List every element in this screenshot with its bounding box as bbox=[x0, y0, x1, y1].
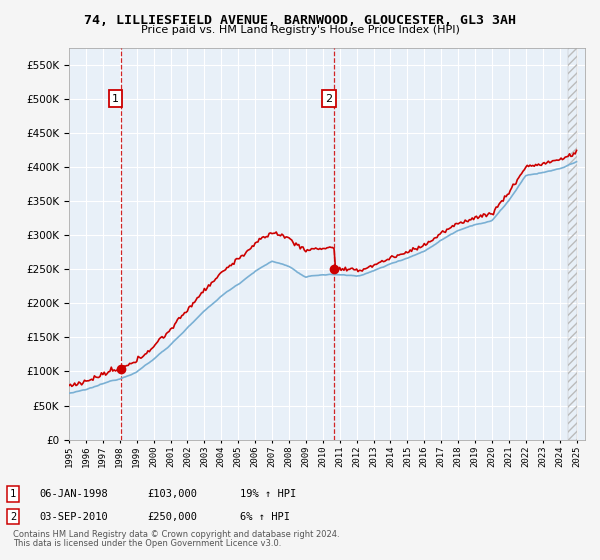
Text: Contains HM Land Registry data © Crown copyright and database right 2024.: Contains HM Land Registry data © Crown c… bbox=[13, 530, 340, 539]
Text: Price paid vs. HM Land Registry's House Price Index (HPI): Price paid vs. HM Land Registry's House … bbox=[140, 25, 460, 35]
Text: 2: 2 bbox=[10, 512, 16, 522]
Text: 74, LILLIESFIELD AVENUE, BARNWOOD, GLOUCESTER, GL3 3AH: 74, LILLIESFIELD AVENUE, BARNWOOD, GLOUC… bbox=[84, 14, 516, 27]
Text: 19% ↑ HPI: 19% ↑ HPI bbox=[240, 489, 296, 499]
Text: 6% ↑ HPI: 6% ↑ HPI bbox=[240, 512, 290, 522]
Text: 06-JAN-1998: 06-JAN-1998 bbox=[39, 489, 108, 499]
Text: 1: 1 bbox=[112, 94, 119, 104]
Text: 1: 1 bbox=[10, 489, 16, 499]
Text: £103,000: £103,000 bbox=[147, 489, 197, 499]
Text: 03-SEP-2010: 03-SEP-2010 bbox=[39, 512, 108, 522]
Text: £250,000: £250,000 bbox=[147, 512, 197, 522]
Text: This data is licensed under the Open Government Licence v3.0.: This data is licensed under the Open Gov… bbox=[13, 539, 281, 548]
Text: 2: 2 bbox=[325, 94, 332, 104]
